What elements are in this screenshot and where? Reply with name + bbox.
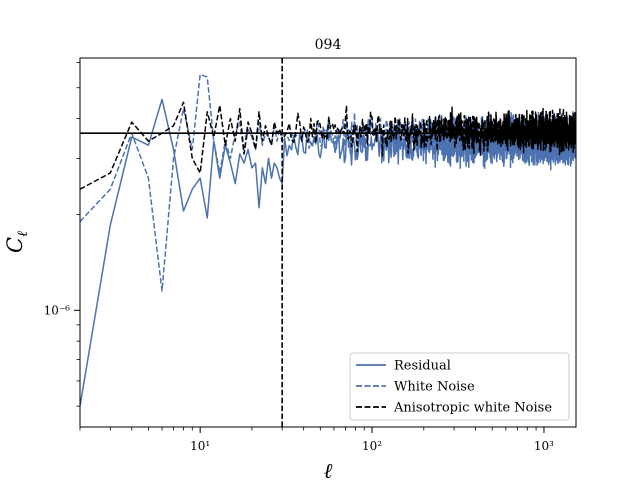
y-axis-label: Cℓ [3, 231, 31, 253]
legend-label-anisotropic-noise: Anisotropic white Noise [393, 401, 552, 416]
chart-title: 094 [315, 37, 342, 53]
x-tick-label: 10³ [534, 439, 554, 453]
legend-box [349, 352, 570, 421]
series-line-aniso-noise [80, 101, 576, 190]
plot-frame [79, 57, 577, 428]
x-axis-label: ℓ [324, 459, 333, 480]
y-axis-label-group: Cℓ [3, 231, 31, 253]
y-tick-label: 10⁻⁶ [44, 303, 71, 317]
legend-label-white-noise: White Noise [394, 380, 475, 395]
x-tick-label: 10² [362, 439, 382, 453]
legend: Residual White Noise Anisotropic white N… [349, 352, 570, 421]
legend-label-residual: Residual [394, 359, 451, 374]
x-tick-label: 10¹ [190, 439, 210, 453]
